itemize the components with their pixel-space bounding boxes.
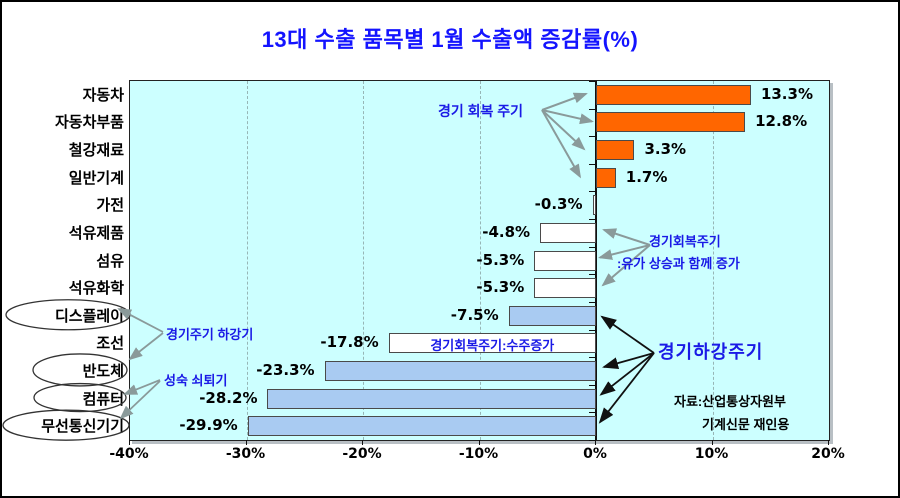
x-axis-tick	[246, 440, 247, 445]
axis-tick	[589, 81, 595, 82]
axis-tick	[589, 440, 595, 441]
value-label: 12.8%	[755, 112, 808, 131]
category-label: 자동차부품	[54, 115, 124, 132]
category-label: 섬유	[96, 253, 124, 270]
axis-tick	[589, 247, 595, 248]
x-tick-label: 10%	[694, 446, 729, 462]
bar: 경기회복주기:수주증가	[388, 333, 596, 354]
x-tick-label: -40%	[109, 446, 149, 462]
bar	[534, 250, 596, 271]
source-line2: 기계신문 재인용	[702, 417, 790, 432]
bar	[596, 112, 746, 133]
axis-tick	[589, 191, 595, 192]
source-line1: 자료:산업통상자원부	[674, 394, 786, 409]
category-label: 디스플레이	[54, 308, 124, 325]
grid-line	[479, 81, 481, 440]
category-label: 석유화학	[68, 281, 124, 298]
zero-axis	[595, 81, 597, 440]
bar	[596, 140, 635, 161]
bar-inline-note: 경기회복주기:수주증가	[430, 338, 555, 354]
x-tick-label: 20%	[811, 446, 845, 462]
axis-tick	[589, 136, 595, 137]
x-tick-label: -10%	[458, 446, 499, 462]
annotation-recovery-oil-line1: 경기회복주기	[649, 234, 721, 249]
x-axis-tick	[479, 440, 480, 445]
category-label: 조선	[96, 336, 124, 353]
annotation-recovery-oil: 경기회복주기 :유가 상승과 함께 증가	[617, 231, 740, 272]
axis-tick	[589, 164, 595, 165]
category-label: 석유제품	[68, 225, 124, 242]
category-label: 자동차	[82, 87, 124, 104]
bar	[596, 167, 616, 188]
value-label: -28.2%	[199, 388, 258, 407]
value-label: 13.3%	[760, 84, 813, 103]
axis-tick	[589, 330, 595, 331]
annotation-recovery-oil-line2: :유가 상승과 함께 증가	[617, 256, 740, 271]
category-label: 무선통신기기	[41, 419, 124, 436]
value-label: 3.3%	[644, 140, 687, 159]
axis-tick	[589, 357, 595, 358]
bar	[267, 388, 596, 409]
axis-tick	[589, 302, 595, 303]
category-label: 반도체	[82, 363, 124, 380]
x-axis-tick	[828, 440, 829, 445]
value-label: -23.3%	[256, 360, 315, 379]
chart-title: 13대 수출 품목별 1월 수출액 증감률(%)	[261, 27, 639, 52]
x-tick-label: -30%	[225, 446, 266, 462]
value-label: -7.5%	[450, 305, 499, 324]
bar	[247, 416, 596, 437]
category-label: 가전	[96, 198, 124, 215]
bar	[592, 195, 596, 216]
x-axis-tick	[129, 440, 130, 445]
grid-line	[712, 81, 714, 440]
axis-tick	[589, 385, 595, 386]
axis-tick	[589, 274, 595, 275]
x-tick-label: -20%	[342, 446, 382, 462]
value-label: -5.3%	[476, 278, 525, 297]
annotation-mature-decline: 성숙 쇠퇴기	[164, 373, 228, 388]
value-label: -0.3%	[534, 195, 583, 214]
bar	[596, 84, 751, 105]
grid-line	[246, 81, 248, 440]
category-label: 컴퓨터	[82, 391, 124, 408]
source-note: 자료:산업통상자원부 기계신문 재인용	[674, 391, 789, 433]
value-label: -4.8%	[482, 222, 531, 241]
value-label: 1.7%	[625, 167, 668, 186]
value-label: -29.9%	[179, 416, 238, 435]
category-label: 철강재료	[68, 143, 124, 160]
axis-tick	[589, 219, 595, 220]
x-tick-label: 0%	[583, 446, 607, 462]
value-label: -5.3%	[476, 250, 525, 269]
x-axis-tick	[362, 440, 363, 445]
category-label: 일반기계	[68, 170, 124, 187]
annotation-recovery-cycle: 경기 회복 주기	[438, 103, 524, 119]
x-axis-tick	[712, 440, 713, 445]
axis-tick	[589, 412, 595, 413]
annotation-cycle-declining: 경기주기 하강기	[166, 327, 254, 342]
bar	[534, 278, 596, 299]
axis-tick	[589, 109, 595, 110]
x-axis-tick	[595, 440, 596, 445]
bar	[508, 305, 596, 326]
value-label: -17.8%	[320, 333, 379, 352]
grid-line	[363, 81, 364, 440]
bar	[540, 222, 596, 243]
annotation-downturn-cycle: 경기하강주기	[658, 342, 764, 362]
plot-area: 경기회복주기:수주증가	[129, 80, 830, 441]
bar	[324, 360, 596, 381]
